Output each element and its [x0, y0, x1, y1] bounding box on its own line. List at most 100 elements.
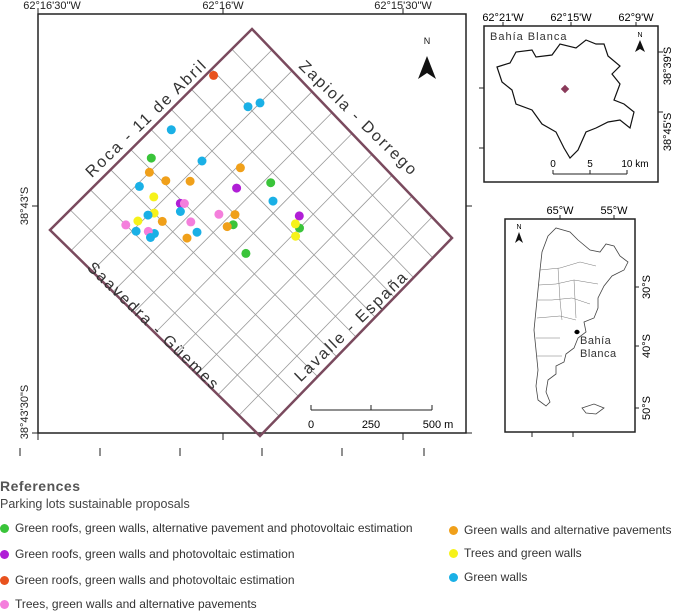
parking-lots-layer	[121, 70, 304, 258]
lon-label: 62°16'W	[202, 0, 244, 12]
parking-lot-point	[222, 222, 232, 232]
main-scale-bar: 0 250 500 m	[308, 405, 453, 431]
legend-item: Green roofs, green walls and photovoltai…	[0, 547, 295, 561]
street-line	[170, 109, 376, 318]
parking-lot-point	[157, 216, 167, 226]
main-scale-label: 0	[308, 419, 314, 431]
city-boundary	[496, 39, 635, 159]
lat-label: 38°43'30"S	[19, 385, 31, 439]
bahia-blanca-marker	[574, 329, 580, 335]
country-city-label: Blanca	[580, 348, 617, 360]
country-north-arrow-icon: N	[515, 224, 523, 243]
city-lon-label: 62°21'W	[482, 12, 524, 24]
parking-lot-point	[243, 102, 253, 112]
street-line	[238, 216, 433, 416]
svg-text:0: 0	[550, 159, 556, 170]
main-scale-label: 500 m	[423, 419, 454, 431]
city-lat-label: 38°39'S	[662, 47, 674, 85]
street-line	[196, 175, 393, 375]
city-inset-frame	[483, 25, 659, 183]
parking-lot-point	[185, 176, 195, 186]
parking-lot-point	[268, 196, 278, 206]
parking-lot-point	[235, 163, 245, 173]
legend-item: Trees, green walls and alternative pavem…	[0, 597, 257, 611]
parking-lot-point	[134, 181, 144, 191]
country-lat-label: 30°S	[641, 275, 653, 299]
country-city-label: Bahía	[580, 335, 612, 347]
north-arrow-icon: N	[418, 36, 436, 79]
street-line	[231, 48, 434, 259]
street-grid	[69, 48, 434, 417]
svg-text:N: N	[516, 224, 521, 231]
legend-item: Trees and green walls	[449, 546, 582, 560]
street-line	[217, 195, 413, 396]
legend-item: Green roofs, green walls, alternative pa…	[0, 521, 413, 535]
country-inset-panel: 65°W 55°W 30°S 40°S 50°S N Bahía Blanca	[504, 205, 653, 437]
main-map-panel: Roca - 11 de Abril Zapiola - Dorrego Saa…	[19, 0, 472, 456]
legend-swatch	[449, 573, 458, 582]
parking-lot-point	[266, 178, 276, 188]
parking-lot-point	[232, 183, 242, 193]
svg-text:5: 5	[587, 159, 593, 170]
parking-lot-point	[182, 233, 192, 243]
country-lon-label: 65°W	[546, 205, 574, 217]
legend-swatch	[449, 526, 458, 535]
city-lat-label: 38°45'S	[662, 113, 674, 151]
parking-lot-point	[290, 219, 300, 229]
main-scale-label: 250	[362, 419, 380, 431]
parking-lot-point	[166, 125, 176, 135]
legend-swatch	[0, 600, 9, 609]
legend-swatch	[449, 549, 458, 558]
parking-lot-point	[149, 192, 159, 202]
parking-lot-point	[209, 70, 219, 80]
parking-lot-point	[241, 248, 251, 258]
map-canvas: Roca - 11 de Abril Zapiola - Dorrego Saa…	[19, 0, 674, 456]
parking-lot-point	[230, 210, 240, 220]
parking-lot-point	[214, 209, 224, 219]
country-lat-label: 50°S	[641, 396, 653, 420]
tierra-del-fuego	[581, 403, 605, 415]
street-line	[175, 154, 373, 354]
svg-text:10 km: 10 km	[621, 159, 648, 170]
legend-swatch	[0, 550, 9, 559]
legend-subtitle: Parking lots sustainable proposals	[0, 497, 190, 511]
parking-lot-point	[143, 210, 153, 220]
argentina-outline	[533, 227, 629, 407]
parking-lot-point	[146, 233, 155, 242]
parking-lot-point	[186, 217, 196, 227]
street-line	[191, 89, 395, 298]
legend-item: Green walls	[449, 570, 527, 584]
parking-lot-point	[291, 231, 301, 241]
parking-lot-point	[255, 98, 265, 108]
province-borders	[536, 261, 599, 357]
parking-lot-point	[179, 199, 189, 208]
main-map-frame	[37, 13, 467, 434]
country-lat-label: 40°S	[641, 334, 653, 358]
svg-text:N: N	[637, 32, 642, 39]
street-line	[154, 133, 353, 334]
parking-lot-point	[146, 153, 156, 163]
parking-lot-point	[197, 156, 207, 166]
lon-label: 62°16'30"W	[23, 0, 81, 12]
legend-swatch	[0, 576, 9, 585]
parking-lot-point	[175, 207, 185, 216]
legend-title: References	[0, 478, 81, 494]
parking-lot-point	[161, 176, 171, 186]
legend-swatch	[0, 524, 9, 533]
parking-lot-point	[133, 216, 143, 226]
study-area-boundary	[48, 27, 454, 438]
parking-lot-point	[121, 220, 131, 230]
parking-lot-point	[144, 167, 154, 177]
lon-label: 62°15'30"W	[374, 0, 432, 12]
city-north-arrow-icon: N	[635, 32, 645, 52]
parking-lot-point	[294, 211, 304, 221]
svg-text:N: N	[424, 36, 431, 46]
parking-lot-point	[131, 226, 141, 236]
main-map-ticks	[32, 8, 472, 440]
country-lon-label: 55°W	[600, 205, 628, 217]
city-scale-bar: 0 5 10 km	[550, 159, 649, 175]
legend-item: Green roofs, green walls and photovoltai…	[0, 573, 295, 587]
city-inset-panel: 62°21'W 62°15'W 62°9'W 38°39'S 38°45'S B…	[479, 12, 674, 183]
legend: References Parking lots sustainable prop…	[0, 478, 685, 611]
lat-label: 38°43'S	[19, 187, 31, 225]
